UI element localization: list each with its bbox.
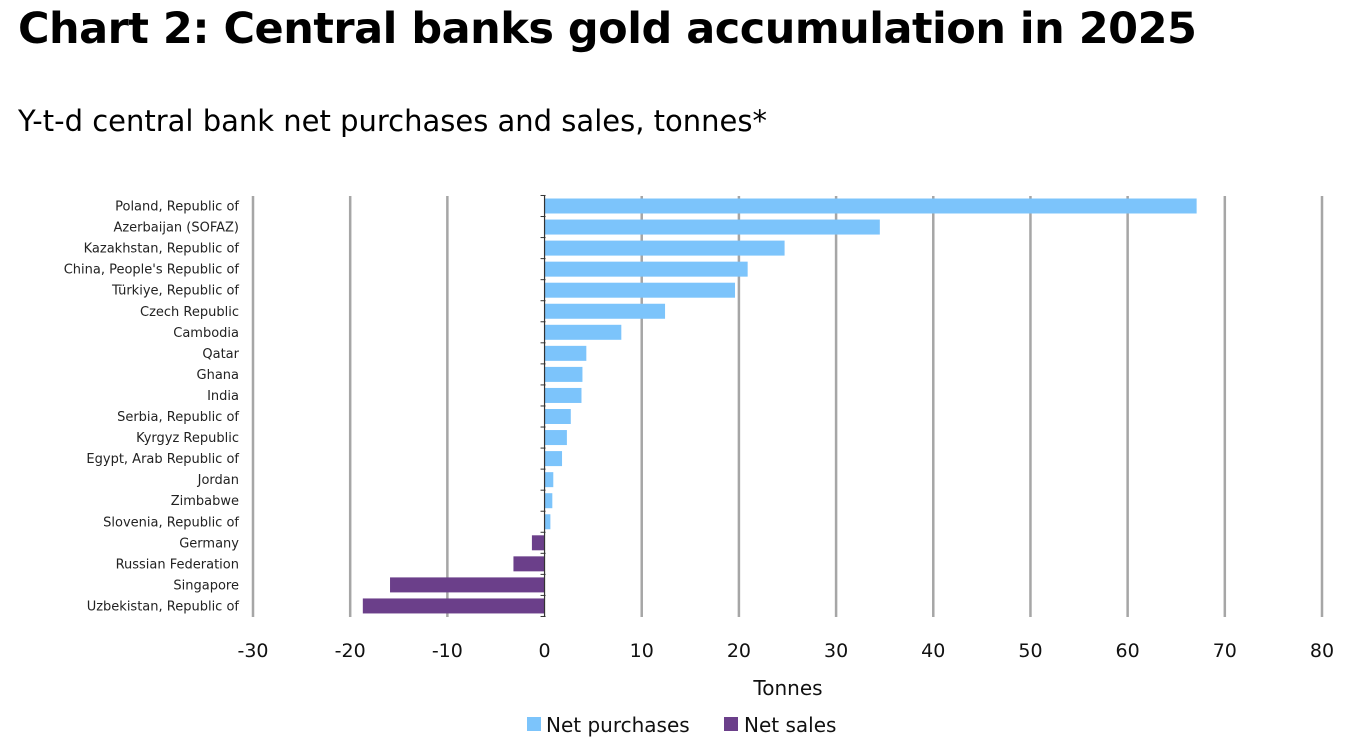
bar (544, 451, 563, 467)
category-label: Türkiye, Republic of (111, 284, 239, 299)
x-tick-label: 50 (1018, 640, 1042, 662)
bar (544, 366, 583, 382)
category-label: Czech Republic (140, 305, 239, 320)
bar (544, 219, 880, 235)
category-label: Egypt, Arab Republic of (86, 452, 239, 467)
category-label: Russian Federation (116, 557, 239, 572)
x-tick-label: 40 (921, 640, 945, 662)
category-label: India (207, 389, 239, 404)
chart-subtitle: Y-t-d central bank net purchases and sal… (18, 104, 767, 138)
x-tick-label: -10 (432, 640, 463, 662)
bar (544, 387, 582, 403)
category-label: Uzbekistan, Republic of (87, 599, 240, 614)
category-label: Poland, Republic of (115, 200, 239, 215)
category-label: Zimbabwe (171, 494, 239, 509)
category-label: Azerbaijan (SOFAZ) (113, 221, 239, 236)
bar (544, 430, 567, 446)
bar (531, 535, 545, 551)
bar (362, 598, 545, 614)
x-tick-label: -20 (335, 640, 366, 662)
bar (390, 577, 545, 593)
x-tick-label: 70 (1213, 640, 1237, 662)
bar (544, 303, 666, 319)
bar (544, 409, 571, 424)
category-label: Kazakhstan, Republic of (84, 242, 240, 257)
legend-swatch-net-purchases (527, 717, 541, 731)
x-tick-label: 0 (538, 640, 550, 662)
x-tick-label: 20 (727, 640, 751, 662)
category-label: Slovenia, Republic of (103, 515, 239, 530)
bar (544, 282, 736, 298)
bar (544, 198, 1197, 214)
category-label: Qatar (202, 347, 239, 362)
x-tick-label: 10 (630, 640, 654, 662)
x-tick-label: -30 (237, 640, 268, 662)
bar (513, 556, 545, 572)
bar (544, 493, 553, 509)
category-label: China, People's Republic of (64, 263, 240, 278)
chart-title: Chart 2: Central banks gold accumulation… (18, 4, 1197, 54)
bar (544, 324, 622, 340)
legend-swatch-net-sales (724, 717, 738, 731)
category-label: Kyrgyz Republic (136, 431, 239, 446)
legend-label-net-purchases: Net purchases (546, 713, 690, 737)
category-label: Ghana (197, 368, 240, 383)
category-label: Singapore (173, 578, 239, 593)
legend-label-net-sales: Net sales (744, 713, 836, 737)
x-tick-label: 30 (824, 640, 848, 662)
bar (544, 345, 587, 361)
x-tick-label: 80 (1310, 640, 1334, 662)
bar (544, 514, 551, 530)
category-label: Cambodia (173, 326, 239, 341)
bar (544, 472, 554, 488)
bar (544, 240, 785, 256)
x-axis-label: Tonnes (752, 676, 822, 700)
x-tick-label: 60 (1116, 640, 1140, 662)
category-label: Serbia, Republic of (117, 410, 239, 425)
category-label: Germany (179, 536, 239, 551)
bar (544, 261, 748, 277)
category-label: Jordan (197, 473, 239, 488)
